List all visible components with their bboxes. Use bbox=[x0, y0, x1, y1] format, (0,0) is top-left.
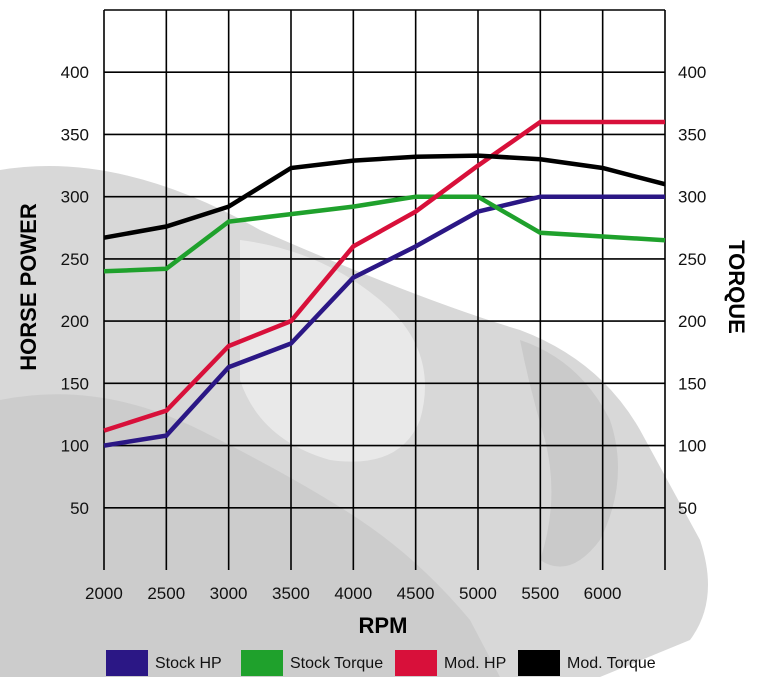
x-axis-title: RPM bbox=[359, 613, 408, 638]
x-tick-label: 4000 bbox=[334, 584, 372, 603]
y-right-tick-label: 50 bbox=[678, 499, 697, 518]
y-left-tick-label: 250 bbox=[61, 250, 89, 269]
legend-label-stock-torque: Stock Torque bbox=[290, 655, 383, 672]
y-left-tick-label: 350 bbox=[61, 125, 89, 144]
series-line-stock-torque bbox=[103, 194, 666, 274]
x-tick-label: 2000 bbox=[85, 584, 123, 603]
y-left-tick-label: 100 bbox=[61, 437, 89, 456]
y-right-tick-label: 250 bbox=[678, 250, 706, 269]
series-line-stock-hp bbox=[103, 194, 665, 448]
legend-label-stock-hp: Stock HP bbox=[155, 655, 222, 672]
y-right-tick-label: 150 bbox=[678, 374, 706, 393]
y-left-tick-label: 400 bbox=[61, 63, 89, 82]
x-tick-label: 3000 bbox=[210, 584, 248, 603]
y-right-tick-labels: 400 350 300 250 200 150 100 50 bbox=[678, 63, 706, 518]
y-axis-title-right: TORQUE bbox=[724, 240, 749, 334]
y-left-tick-label: 300 bbox=[61, 188, 89, 207]
y-right-tick-label: 350 bbox=[678, 125, 706, 144]
y-right-tick-label: 100 bbox=[678, 437, 706, 456]
y-left-tick-label: 50 bbox=[70, 499, 89, 518]
series-lines bbox=[103, 119, 666, 448]
legend-label-mod-torque: Mod. Torque bbox=[567, 655, 656, 672]
x-tick-label: 2500 bbox=[147, 584, 185, 603]
legend-label-mod-hp: Mod. HP bbox=[444, 655, 506, 672]
legend: Stock HP Stock Torque Mod. HP Mod. Torque bbox=[106, 650, 656, 676]
legend-swatch-mod-hp bbox=[395, 650, 437, 676]
x-tick-label: 3500 bbox=[272, 584, 310, 603]
x-tick-label: 6000 bbox=[584, 584, 622, 603]
x-tick-label: 5000 bbox=[459, 584, 497, 603]
legend-swatch-stock-hp bbox=[106, 650, 148, 676]
y-left-tick-label: 150 bbox=[61, 374, 89, 393]
y-right-tick-label: 400 bbox=[678, 63, 706, 82]
y-left-tick-label: 200 bbox=[61, 312, 89, 331]
x-tick-label: 4500 bbox=[397, 584, 435, 603]
legend-swatch-mod-torque bbox=[518, 650, 560, 676]
x-tick-labels: 2000 2500 3000 3500 4000 4500 5000 5500 6000 bbox=[85, 584, 621, 603]
grid bbox=[103, 9, 666, 570]
y-right-tick-label: 300 bbox=[678, 188, 706, 207]
y-axis-title-left: HORSE POWER bbox=[16, 203, 41, 371]
y-right-tick-label: 200 bbox=[678, 312, 706, 331]
x-tick-label: 5500 bbox=[521, 584, 559, 603]
series-line-mod-torque bbox=[103, 153, 666, 240]
legend-swatch-stock-torque bbox=[241, 650, 283, 676]
y-left-tick-labels: 400 350 300 250 200 150 100 50 bbox=[61, 63, 89, 518]
series-line-mod-hp bbox=[103, 119, 665, 433]
